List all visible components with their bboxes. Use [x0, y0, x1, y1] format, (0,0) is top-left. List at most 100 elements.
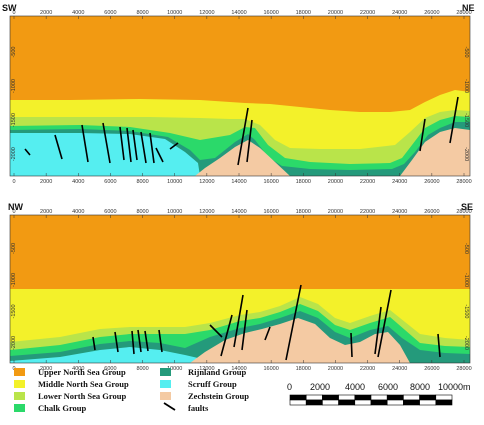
x-tick-label-top: 24000: [392, 209, 407, 215]
legend: Upper North Sea Group Middle North Sea G…: [14, 367, 249, 413]
x-tick-label-bottom: 16000: [263, 366, 278, 372]
x-tick-label-top: 24000: [392, 10, 407, 16]
x-tick-label-top: 22000: [360, 209, 375, 215]
x-tick-label-bottom: 8000: [136, 179, 148, 185]
legend-swatch-zechstein: [160, 392, 171, 400]
x-tick-label-top: 18000: [296, 209, 311, 215]
x-tick-label-bottom: 2000: [40, 179, 52, 185]
scale-bar-segment-upper: [322, 394, 339, 401]
x-tick-label-top: 6000: [104, 10, 116, 16]
scale-bar-segment-upper: [386, 394, 404, 401]
legend-label-upper-north-sea: Upper North Sea Group: [38, 367, 126, 377]
y-tick-label-left: -500: [11, 243, 17, 254]
legend-swatch-rijnland: [160, 368, 171, 376]
legend-label-chalk: Chalk Group: [38, 403, 87, 413]
y-tick-label-right: -1500: [463, 113, 469, 127]
legend-label-middle-north-sea: Middle North Sea Group: [38, 379, 129, 389]
x-tick-label-bottom: 14000: [231, 179, 246, 185]
x-tick-label-bottom: 20000: [328, 366, 343, 372]
x-tick-label-top: 2000: [40, 10, 52, 16]
x-tick-label-top: 8000: [136, 10, 148, 16]
x-tick-label-top: 6000: [104, 209, 116, 215]
x-tick-label-top: 4000: [72, 10, 84, 16]
legend-swatch-scruff: [160, 380, 171, 388]
x-tick-label-bottom: 10000: [167, 366, 182, 372]
x-tick-label-top: 18000: [296, 10, 311, 16]
legend-label-rijnland: Rijnland Group: [188, 367, 246, 377]
y-tick-label-right: -1000: [463, 79, 469, 93]
x-tick-label-bottom: 18000: [296, 366, 311, 372]
legend-swatch-upper-north-sea: [14, 368, 25, 376]
scale-label-6000: 6000: [378, 382, 398, 392]
scale-bar-segment-upper: [403, 394, 420, 401]
y-tick-label-left: -2000: [11, 336, 17, 350]
x-tick-label-top: 22000: [360, 10, 375, 16]
scale-bar-segment-upper: [305, 394, 323, 401]
x-tick-label-top: 20000: [328, 10, 343, 16]
y-tick-label-right: -500: [463, 243, 469, 254]
y-tick-label-left: -1500: [11, 113, 17, 127]
scale-bar-segments: [289, 394, 453, 406]
x-tick-label-bottom: 24000: [392, 179, 407, 185]
y-tick-label-right: -1500: [463, 304, 469, 318]
x-tick-label-top: 28000: [456, 209, 471, 215]
x-tick-label-bottom: 22000: [360, 179, 375, 185]
scale-bar-segment-upper: [419, 394, 437, 401]
x-tick-label-top: 16000: [263, 209, 278, 215]
x-tick-label-top: 16000: [263, 10, 278, 16]
x-tick-label-bottom: 28000: [456, 366, 471, 372]
x-tick-label-top: 28000: [456, 10, 471, 16]
x-tick-label-bottom: 12000: [199, 179, 214, 185]
x-tick-label-bottom: 0: [12, 179, 15, 185]
scale-bar-segment-lower: [435, 399, 453, 406]
x-tick-label-bottom: 16000: [263, 179, 278, 185]
y-tick-label-left: -2000: [11, 147, 17, 161]
scale-bar-segment-upper: [289, 394, 307, 401]
y-tick-label-left: -500: [11, 47, 17, 58]
x-tick-label-top: 8000: [136, 209, 148, 215]
x-tick-label-bottom: 26000: [424, 366, 439, 372]
x-tick-label-top: 20000: [328, 209, 343, 215]
y-tick-label-right: -1000: [463, 273, 469, 287]
section-top-right-label: NE: [462, 3, 475, 13]
section-top: SW NE: [2, 3, 475, 185]
y-tick-label-left: -1000: [11, 273, 17, 287]
x-tick-label-bottom: 10000: [167, 179, 182, 185]
faults-top: [24, 96, 459, 166]
x-tick-label-bottom: 28000: [456, 179, 471, 185]
x-tick-label-bottom: 18000: [296, 179, 311, 185]
section-top-axes: 0 0 2000 2000 4000 4000 6000 6000 8000 8000 10000 1…: [11, 10, 472, 185]
legend-swatch-faults: [163, 402, 176, 411]
x-tick-label-top: 2000: [40, 209, 52, 215]
scale-bar-segment-upper: [370, 394, 388, 401]
section-bottom-left-label: NW: [8, 202, 23, 212]
scale-bar-segment-lower: [305, 399, 323, 406]
x-tick-label-bottom: 4000: [72, 179, 84, 185]
y-tick-label-right: -500: [463, 47, 469, 58]
legend-label-lower-north-sea: Lower North Sea Group: [38, 391, 127, 401]
x-tick-label-bottom: 4000: [72, 366, 84, 372]
x-tick-label-bottom: 26000: [424, 179, 439, 185]
legend-swatch-lower-north-sea: [14, 392, 25, 400]
section-top-left-label: SW: [2, 3, 17, 13]
section-bottom-right-label: SE: [461, 202, 473, 212]
x-tick-label-bottom: 14000: [231, 366, 246, 372]
y-tick-label-left: -1000: [11, 79, 17, 93]
x-tick-label-bottom: 24000: [392, 366, 407, 372]
x-tick-label-top: 0: [12, 10, 15, 16]
scale-bar-segment-upper: [338, 394, 356, 401]
scale-label-8000: 8000: [410, 382, 430, 392]
legend-swatch-middle-north-sea: [14, 380, 25, 388]
legend-col1: Upper North Sea Group Middle North Sea G…: [14, 367, 129, 413]
scale-bar-segment-upper: [354, 394, 372, 401]
legend-swatch-chalk: [14, 404, 25, 412]
x-tick-label-top: 12000: [199, 209, 214, 215]
x-tick-label-bottom: 2000: [40, 366, 52, 372]
x-tick-label-bottom: 6000: [104, 179, 116, 185]
x-tick-label-top: 10000: [167, 10, 182, 16]
scale-bar-segment-lower: [354, 399, 372, 406]
section-bottom: NW SE: [8, 202, 473, 372]
scale-label-4000: 4000: [345, 382, 365, 392]
scale-label-0: 0: [287, 382, 292, 392]
scale-bar-segment-upper: [435, 394, 453, 401]
